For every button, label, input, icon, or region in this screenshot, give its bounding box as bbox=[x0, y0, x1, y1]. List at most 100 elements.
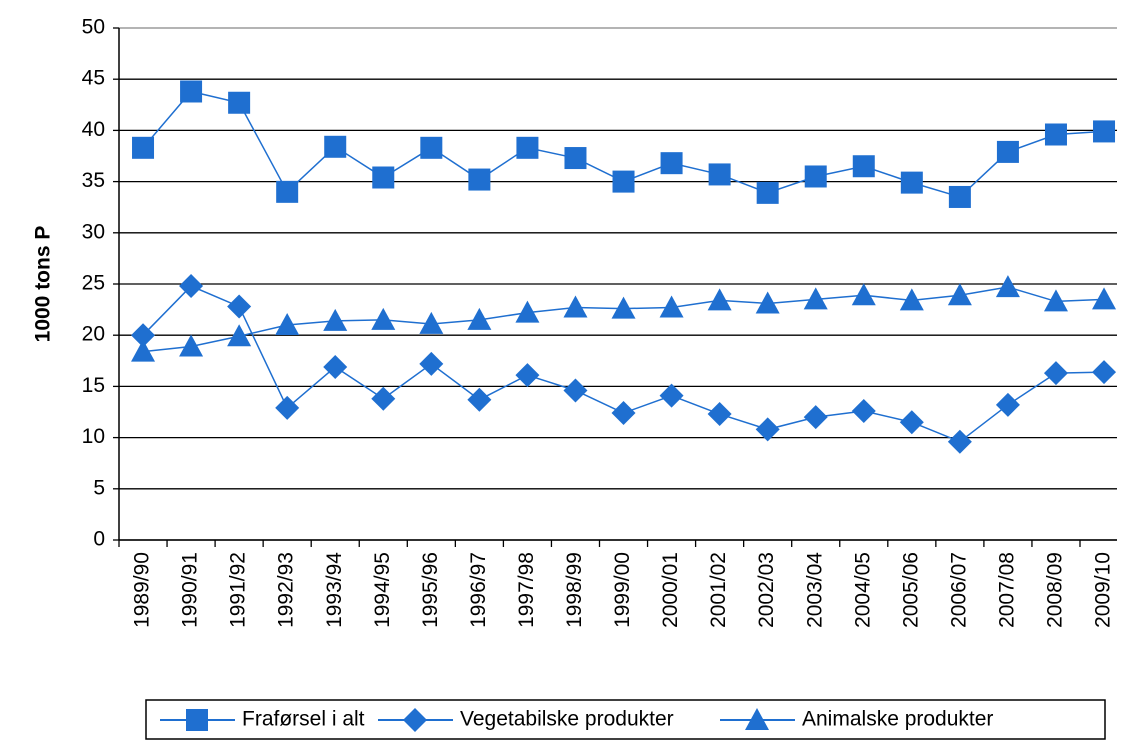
y-tick-label: 5 bbox=[93, 476, 105, 499]
marker bbox=[995, 392, 1020, 417]
x-tick-label: 1996/97 bbox=[467, 552, 490, 628]
legend-label: Fraførsel i alt bbox=[242, 708, 365, 731]
marker bbox=[1092, 287, 1117, 310]
marker bbox=[323, 354, 348, 379]
marker bbox=[708, 163, 731, 186]
x-tick-label: 1990/91 bbox=[179, 552, 202, 628]
x-tick-label: 2005/06 bbox=[899, 552, 922, 628]
marker bbox=[947, 429, 972, 454]
x-tick-label: 2002/03 bbox=[755, 552, 778, 628]
legend-label: Vegetabilske produkter bbox=[460, 708, 674, 731]
marker bbox=[804, 165, 827, 188]
marker bbox=[756, 181, 779, 204]
x-tick-label: 1991/92 bbox=[227, 552, 250, 628]
marker bbox=[516, 136, 539, 159]
y-tick-label: 15 bbox=[82, 374, 105, 397]
x-tick-label: 2008/09 bbox=[1044, 552, 1067, 628]
marker bbox=[564, 147, 587, 170]
marker bbox=[755, 291, 780, 314]
marker bbox=[180, 80, 203, 103]
y-tick-label: 25 bbox=[82, 272, 105, 295]
marker bbox=[276, 180, 299, 203]
marker bbox=[515, 363, 540, 388]
marker bbox=[403, 708, 427, 732]
x-tick-label: 1995/96 bbox=[419, 552, 442, 628]
x-tick-label: 2009/10 bbox=[1092, 552, 1115, 628]
marker bbox=[1093, 120, 1116, 143]
x-tick-label: 2006/07 bbox=[947, 552, 970, 628]
marker bbox=[323, 308, 348, 331]
marker bbox=[324, 135, 347, 158]
marker bbox=[899, 288, 924, 311]
marker bbox=[372, 166, 395, 189]
x-tick-label: 2003/04 bbox=[803, 552, 826, 628]
x-tick-label: 2007/08 bbox=[995, 552, 1018, 628]
marker bbox=[852, 155, 875, 178]
marker bbox=[1092, 360, 1117, 385]
x-tick-label: 1997/98 bbox=[515, 552, 538, 628]
marker bbox=[467, 307, 492, 330]
marker bbox=[707, 402, 732, 427]
marker bbox=[1044, 123, 1067, 146]
y-tick-label: 20 bbox=[82, 323, 105, 346]
marker bbox=[179, 334, 204, 357]
legend-box bbox=[145, 699, 1106, 740]
marker bbox=[659, 383, 684, 408]
marker bbox=[132, 136, 155, 159]
marker bbox=[419, 311, 444, 334]
marker bbox=[707, 288, 732, 311]
marker bbox=[755, 417, 780, 442]
marker bbox=[275, 395, 300, 420]
y-tick-label: 50 bbox=[82, 16, 105, 39]
marker bbox=[803, 405, 828, 430]
y-tick-label: 30 bbox=[82, 220, 105, 243]
marker bbox=[468, 168, 491, 191]
marker bbox=[851, 283, 876, 306]
marker bbox=[419, 351, 444, 376]
marker bbox=[659, 295, 684, 318]
x-tick-label: 2000/01 bbox=[659, 552, 682, 628]
marker bbox=[515, 300, 540, 323]
marker bbox=[227, 294, 252, 319]
x-tick-label: 1999/00 bbox=[611, 552, 634, 628]
marker bbox=[611, 296, 636, 319]
marker bbox=[228, 91, 251, 114]
x-tick-label: 1998/99 bbox=[563, 552, 586, 628]
marker bbox=[803, 287, 828, 310]
y-tick-label: 0 bbox=[93, 528, 105, 551]
marker bbox=[1043, 289, 1068, 312]
y-tick-label: 35 bbox=[82, 169, 105, 192]
marker bbox=[371, 307, 396, 330]
marker bbox=[899, 410, 924, 435]
marker bbox=[186, 709, 208, 731]
y-tick-label: 40 bbox=[82, 118, 105, 141]
y-tick-label: 10 bbox=[82, 425, 105, 448]
marker bbox=[900, 171, 923, 194]
marker bbox=[467, 387, 492, 412]
marker bbox=[371, 386, 396, 411]
x-tick-label: 1994/95 bbox=[371, 552, 394, 628]
marker bbox=[996, 140, 1019, 163]
marker bbox=[131, 339, 156, 362]
y-tick-label: 45 bbox=[82, 67, 105, 90]
x-tick-label: 2004/05 bbox=[851, 552, 874, 628]
marker bbox=[420, 136, 443, 159]
marker bbox=[1043, 361, 1068, 386]
x-tick-label: 1992/93 bbox=[275, 552, 298, 628]
marker bbox=[227, 324, 252, 347]
y-axis-label: 1000 tons P bbox=[32, 226, 55, 343]
marker bbox=[275, 312, 300, 335]
marker bbox=[563, 295, 588, 318]
marker bbox=[948, 185, 971, 208]
x-tick-label: 1989/90 bbox=[131, 552, 154, 628]
marker bbox=[851, 398, 876, 423]
marker bbox=[660, 152, 683, 175]
marker bbox=[995, 275, 1020, 298]
marker bbox=[612, 170, 635, 193]
x-tick-label: 2001/02 bbox=[707, 552, 730, 628]
marker bbox=[179, 274, 204, 299]
marker bbox=[563, 378, 588, 403]
marker bbox=[745, 708, 769, 730]
marker bbox=[131, 323, 156, 348]
